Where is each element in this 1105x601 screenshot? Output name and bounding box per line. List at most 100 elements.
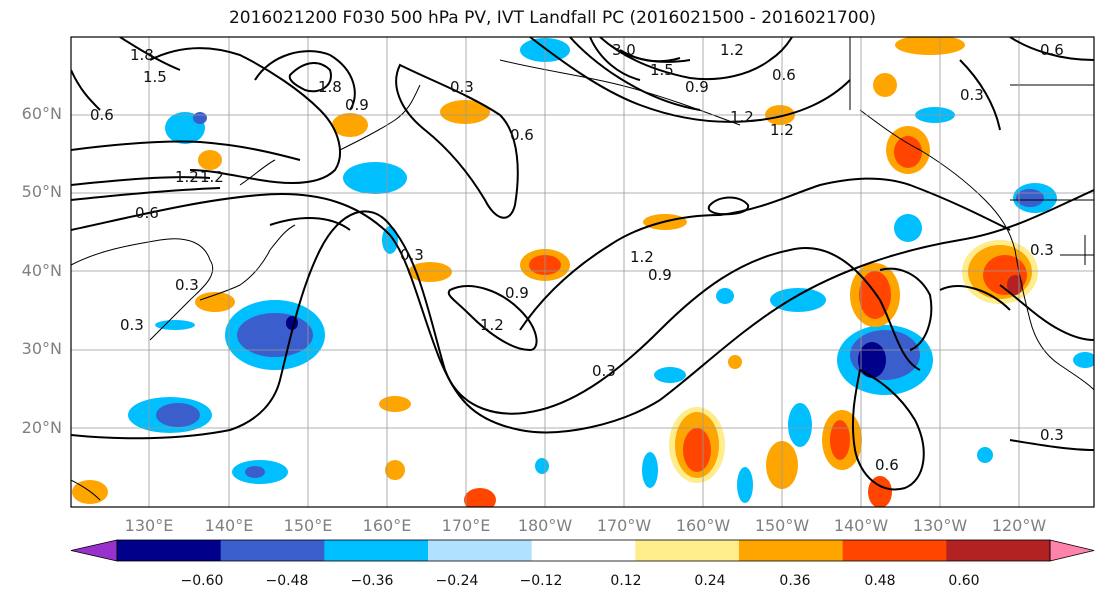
contour-label: 0.9 <box>345 96 369 114</box>
neg-shade-blob <box>343 162 407 194</box>
colorbar-tick-label: −0.60 <box>180 573 224 589</box>
contour-label: 0.3 <box>120 316 144 334</box>
neg-shade-blob <box>245 466 265 478</box>
contour-label: 0.3 <box>592 362 616 380</box>
pos-shade-blob <box>379 396 411 412</box>
lat-label: 20°N <box>21 418 62 437</box>
lon-label: 180°W <box>517 516 573 535</box>
map-title: 2016021200 F030 500 hPa PV, IVT Landfall… <box>228 8 876 28</box>
contour-label: 1.2 <box>175 168 199 186</box>
neg-shade-blob <box>654 367 686 383</box>
lat-label: 30°N <box>21 339 62 358</box>
neg-shade-blob <box>737 467 753 503</box>
lon-label: 160°W <box>675 516 731 535</box>
neg-shade-blob <box>1016 189 1044 207</box>
lon-label: 130°W <box>912 516 968 535</box>
colorbar-segment <box>117 540 222 561</box>
neg-shade-blob <box>642 452 658 488</box>
contour-label: 0.3 <box>175 276 199 294</box>
contour-label: 1.8 <box>318 78 342 96</box>
lon-label: 170°E <box>441 516 491 535</box>
pos-shade-blob <box>408 262 452 282</box>
pos-shade-blob <box>385 460 405 480</box>
colorbar-segment <box>531 540 636 561</box>
colorbar-tick-label: −0.24 <box>435 573 479 589</box>
contour-label: 0.3 <box>1030 241 1054 259</box>
contour-label: 1.5 <box>143 68 167 86</box>
contour-label: 0.6 <box>772 66 796 84</box>
colorbar-border <box>116 539 1051 562</box>
lon-label: 150°E <box>283 516 333 535</box>
lon-label: 160°E <box>362 516 412 535</box>
pos-shade-blob <box>894 136 922 168</box>
neg-shade-blob <box>788 403 812 447</box>
pos-shade-blob <box>830 420 850 460</box>
colorbar-segment <box>220 540 325 561</box>
colorbar-tick-label: 0.60 <box>948 573 980 589</box>
contour-label: 1.2 <box>480 316 504 334</box>
contour-label: 0.3 <box>960 86 984 104</box>
neg-shade-blob <box>977 447 993 463</box>
lat-label: 60°N <box>21 104 62 123</box>
colorbar-tick-label: −0.48 <box>265 573 309 589</box>
contour-label: 0.9 <box>505 284 529 302</box>
pos-shade-blob <box>873 73 897 97</box>
contour-label: 0.6 <box>875 456 899 474</box>
colorbar-tick-label: −0.12 <box>519 573 563 589</box>
colorbar-segment <box>842 540 947 561</box>
colorbar-tick-label: 0.12 <box>610 573 642 589</box>
colorbar-segment <box>739 540 844 561</box>
colorbar-extend-max <box>1049 539 1095 562</box>
contour-label: 0.6 <box>135 204 159 222</box>
contour-labels: 1.8 1.5 1.2 1.8 0.9 0.6 0.3 1.2 1.2 0.6 … <box>90 41 1064 474</box>
contour-label: 1.2 <box>200 168 224 186</box>
contour-label: 1.8 <box>130 46 154 64</box>
contour-label: 1.2 <box>770 121 794 139</box>
contour-label: 1.5 <box>650 61 674 79</box>
contour-label: 1.2 <box>720 41 744 59</box>
pos-shade-blob <box>728 355 742 369</box>
neg-shade-blob <box>1073 352 1094 368</box>
colorbar-segment <box>428 540 533 561</box>
contour-label: 0.6 <box>90 106 114 124</box>
pos-shade-blob <box>332 113 368 137</box>
lon-label: 170°W <box>596 516 652 535</box>
colorbar-extend-min <box>70 539 118 562</box>
contour-label: 0.9 <box>685 78 709 96</box>
neg-shade-blob <box>535 458 549 474</box>
neg-shade-blob <box>894 214 922 242</box>
neg-shade-blob <box>858 342 886 378</box>
lon-label: 140°W <box>833 516 889 535</box>
contour-label: 3.0 <box>612 41 636 59</box>
contour-label: 0.9 <box>648 266 672 284</box>
contour-label: 0.6 <box>1040 41 1064 59</box>
contour-label: 0.3 <box>1040 426 1064 444</box>
contour-label: 0.3 <box>450 78 474 96</box>
neg-shade-blob <box>155 320 195 330</box>
neg-shade-blob <box>382 226 398 254</box>
map-border <box>70 36 1095 508</box>
lon-label: 150°W <box>754 516 810 535</box>
contour-label: 1.2 <box>730 108 754 126</box>
contour-label: 1.2 <box>630 248 654 266</box>
colorbar <box>70 539 1095 562</box>
pos-shade-blob <box>195 292 235 312</box>
lat-label: 50°N <box>21 182 62 201</box>
pos-shade-blob <box>868 476 892 507</box>
pos-shade-blob <box>683 428 711 472</box>
pos-shade-blob <box>895 37 965 55</box>
contour-label: 0.6 <box>510 126 534 144</box>
pos-shade-blob <box>440 100 490 124</box>
lon-label: 120°W <box>991 516 1047 535</box>
pos-shade-blob <box>464 488 496 507</box>
graticule <box>71 37 1094 507</box>
colorbar-segment <box>324 540 429 561</box>
pos-shade-blob <box>198 150 222 170</box>
colorbar-tick-label: 0.24 <box>694 573 726 589</box>
colorbar-segment <box>635 540 740 561</box>
colorbar-tick-label: 0.36 <box>779 573 811 589</box>
pv-contours <box>71 37 1094 491</box>
neg-shade-blob <box>193 112 207 124</box>
colorbar-segment <box>946 540 1051 561</box>
